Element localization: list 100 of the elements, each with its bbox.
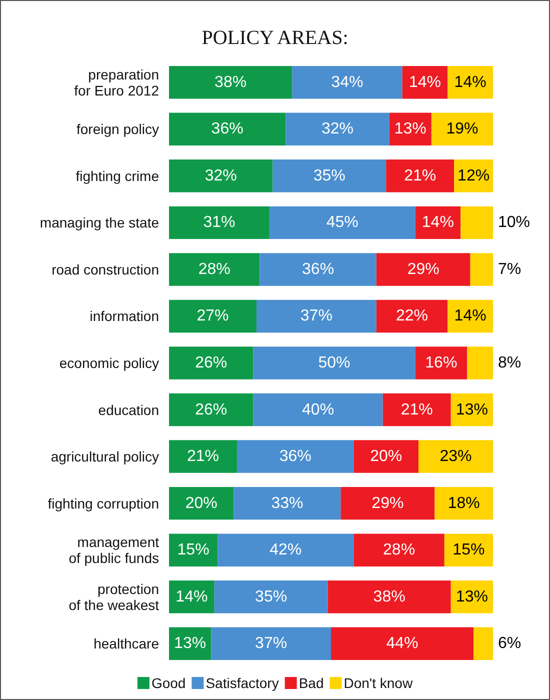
data-label: 16% [425,354,458,372]
data-label: 20% [185,494,218,512]
y-tick-label: fighting corruption [48,495,159,512]
bar [415,346,468,380]
data-label: 33% [271,494,304,512]
data-label: 27% [196,308,229,325]
bar [169,66,292,99]
bar [448,66,493,99]
bar [169,253,260,286]
bar [256,300,376,333]
data-label: 42% [270,542,302,559]
bar [169,627,212,660]
data-label: 13% [456,588,488,606]
data-label: 32% [204,167,237,184]
y-tick-label: healthcare [94,636,160,652]
data-label: 31% [203,214,236,232]
data-label: 50% [318,354,350,372]
data-label: 29% [407,260,440,278]
bar [169,206,270,240]
bar [331,627,474,660]
bar [234,486,341,520]
data-label: 35% [255,588,288,606]
bar [444,534,493,566]
legend-label: Don't know [344,675,414,691]
bar [431,112,493,146]
data-label: 13% [174,635,206,652]
y-tick-label: road construction [52,261,159,278]
bar [354,440,418,473]
data-label: 6% [498,635,522,652]
bar [253,346,416,380]
y-tick-label: information [90,308,159,324]
bar [211,627,331,660]
bar [376,300,448,333]
data-label: 28% [198,260,230,278]
data-label: 20% [370,448,402,466]
data-label: 40% [302,401,334,418]
legend-label: Good [151,675,186,691]
data-label: 18% [448,494,480,512]
data-label: 14% [454,308,486,325]
bar [218,534,354,566]
bar [460,206,493,240]
bar [292,66,402,99]
bar [382,393,451,426]
data-label: 23% [440,448,472,466]
bar [467,346,493,380]
bar [169,486,234,520]
bar [169,300,256,333]
data-label: 14% [422,214,454,232]
data-label: 38% [373,588,406,606]
data-label: 32% [321,120,354,138]
bar [169,112,286,146]
data-label: 10% [498,214,530,232]
bar [328,580,451,614]
bar [354,534,444,566]
y-tick-label: foreign policy [76,121,159,138]
bar [434,486,493,520]
legend-label: Satisfactory [206,675,279,691]
y-tick-label: agricultural policy [50,448,159,465]
bar [418,440,493,473]
y-tick-label: management of public funds [68,534,160,566]
y-tick-label: protection of the weakest [68,580,160,613]
data-label: 21% [187,448,220,466]
bar [214,580,328,614]
data-label: 19% [446,120,478,138]
y-tick-label: education [98,402,159,418]
bar [169,393,254,426]
bar [272,160,386,192]
data-label: 26% [195,354,228,372]
bar [402,66,448,99]
bar [169,160,273,192]
y-tick-label: economic policy [59,355,159,371]
data-label: 35% [313,167,346,184]
y-tick-label: preparation for Euro 2012 [74,66,160,98]
data-label: 7% [498,260,522,278]
data-label: 26% [195,401,228,418]
data-label: 29% [372,494,404,512]
bar [386,160,454,192]
data-label: 15% [452,542,485,559]
bar [340,486,435,520]
data-label: 21% [404,167,436,184]
bar [169,534,218,566]
bar [269,206,416,240]
data-label: 45% [326,214,358,232]
chart-title: POLICY AREAS: [202,27,348,49]
bar [454,160,493,192]
data-label: 14% [408,74,441,91]
data-label: 13% [394,120,426,138]
bar [470,253,493,286]
data-label: 34% [331,74,364,91]
data-label: 28% [383,542,416,559]
bar [237,440,354,473]
y-tick-label: managing the state [40,214,160,231]
bar [169,346,254,380]
bar [253,393,383,426]
bar [169,440,238,473]
data-label: 36% [302,260,334,278]
data-label: 37% [255,635,288,652]
data-label: 21% [400,401,433,418]
legend-label: Bad [298,675,324,691]
data-label: 37% [300,308,332,325]
